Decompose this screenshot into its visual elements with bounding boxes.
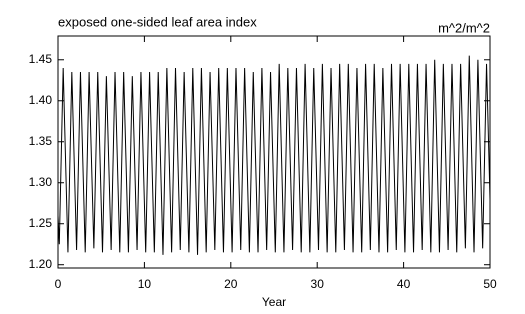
- x-tick-label: 50: [483, 277, 497, 291]
- chart-title: exposed one-sided leaf area index: [58, 14, 257, 29]
- x-axis-label: Year: [262, 295, 286, 309]
- data-line: [57, 55, 491, 255]
- y-tick-label: 1.25: [29, 216, 53, 230]
- y-tick-label: 1.40: [29, 93, 53, 107]
- plot-frame: [57, 35, 491, 269]
- x-tick-label: 10: [138, 277, 152, 291]
- x-tick-label: 40: [397, 277, 411, 291]
- units-label: m^2/m^2: [438, 20, 490, 35]
- y-tick-label: 1.30: [29, 175, 53, 189]
- x-tick-label: 20: [224, 277, 238, 291]
- x-tick-label: 0: [55, 277, 62, 291]
- x-tick-label: 30: [311, 277, 325, 291]
- y-tick-label: 1.20: [29, 257, 53, 271]
- y-tick-label: 1.45: [29, 52, 53, 66]
- y-tick-label: 1.35: [29, 134, 53, 148]
